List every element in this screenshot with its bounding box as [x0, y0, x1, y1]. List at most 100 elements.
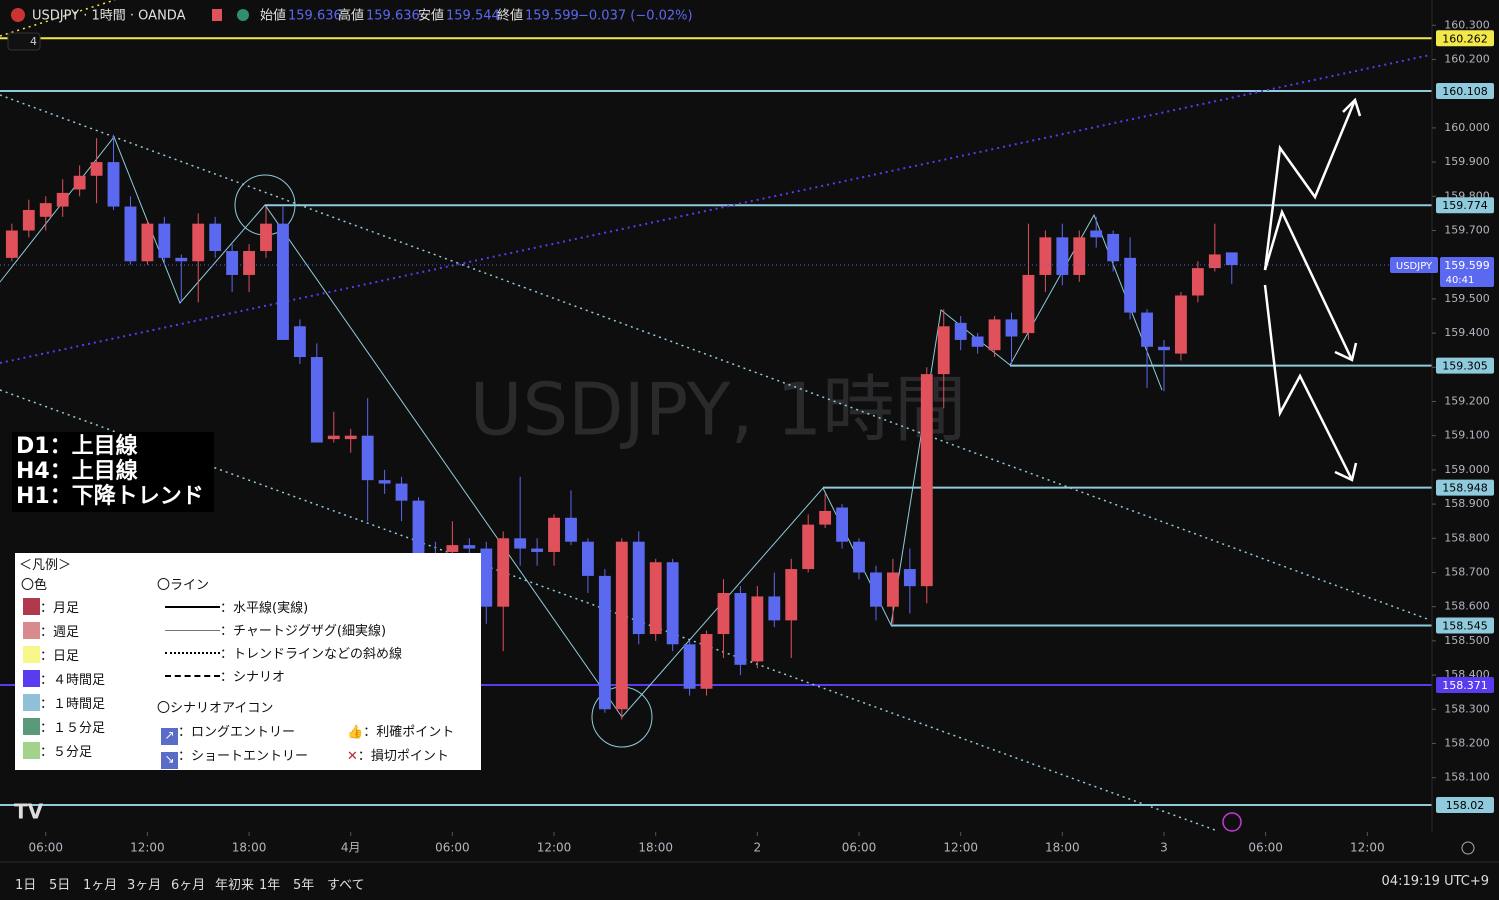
y-tick-label: 158.200	[1444, 736, 1490, 749]
indicator-toggle[interactable]	[7, 32, 41, 51]
change: −0.037 (−0.02%)	[578, 9, 693, 24]
range-button[interactable]: 1日	[15, 878, 37, 893]
candle-body	[683, 644, 696, 689]
candle-body	[870, 572, 882, 607]
candle-body	[937, 326, 950, 375]
y-tick-label: 159.100	[1444, 429, 1490, 442]
arrow-head	[1334, 342, 1358, 362]
candle-body	[378, 480, 391, 484]
candle-body	[395, 483, 408, 501]
candle-body	[310, 357, 323, 443]
legend-color-item: ：４時間足	[23, 669, 105, 688]
range-button[interactable]: 年初来	[215, 878, 255, 893]
range-button[interactable]: 1ヶ月	[83, 878, 118, 893]
legend-icon-item: ✕：損切ポイント	[347, 749, 449, 764]
clock: 04:19:19 UTC+9	[1381, 874, 1489, 889]
y-tick-label: 158.300	[1444, 702, 1490, 715]
header: USDJPY · 1時間 · OANDA 始値 159.636 高値 159.6…	[7, 8, 693, 51]
arrow-head	[1342, 97, 1362, 117]
price-tag	[1390, 257, 1438, 274]
level-tag	[1436, 479, 1494, 496]
open-label: 始値	[260, 8, 286, 24]
candle-body	[56, 192, 69, 207]
candle-body	[344, 435, 357, 440]
range-button[interactable]: すべて	[327, 878, 365, 893]
price-symbol: USDJPY	[1396, 261, 1433, 272]
annotation: H4：上目線	[16, 459, 138, 484]
candle-body	[107, 162, 120, 207]
candle-body	[531, 548, 544, 552]
candle-body	[768, 596, 781, 621]
level-tag	[1436, 30, 1494, 47]
legend-color-item: ：週足	[23, 621, 79, 640]
countdown: 40:41	[1446, 275, 1475, 286]
candle-body	[243, 251, 255, 275]
candle-body	[1124, 257, 1137, 313]
x-tick-label: 3	[1160, 841, 1168, 855]
candle-body	[565, 517, 577, 542]
candle-body	[192, 223, 205, 262]
candle-body	[175, 257, 188, 262]
level-tag	[1436, 82, 1494, 99]
candle-body	[446, 545, 459, 552]
level-tag	[1436, 357, 1494, 374]
legend-color-item: ：１５分足	[23, 717, 105, 736]
legend-icon-item: ↗ ：ロングエントリー	[161, 721, 295, 745]
range-button[interactable]: 1年	[259, 878, 281, 893]
y-tick-label: 160.000	[1444, 121, 1490, 134]
y-tick-label: 159.700	[1444, 223, 1490, 236]
legend-color-item: ：５分足	[23, 741, 92, 760]
level-label: 158.948	[1442, 482, 1488, 495]
low-value: 159.544	[446, 9, 500, 24]
high-label: 高値	[338, 8, 364, 24]
settings-icon[interactable]	[1461, 841, 1475, 855]
level-label: 158.02	[1446, 799, 1485, 812]
range-button[interactable]: 5日	[49, 878, 71, 893]
legend-color-item: ：日足	[23, 645, 79, 664]
arrow-head	[1334, 462, 1358, 482]
annotation: D1：上目線	[16, 434, 138, 459]
range-button[interactable]: 5年	[293, 878, 315, 893]
range-button[interactable]: 6ヶ月	[171, 878, 206, 893]
flag-icon	[11, 8, 25, 22]
alert-icon[interactable]	[1222, 812, 1242, 832]
legend-title: ＜凡例＞	[19, 558, 72, 573]
x-tick-label: 12:00	[537, 841, 572, 855]
y-tick-label: 160.200	[1444, 53, 1490, 66]
legend-line-item: ：チャートジグザグ(細実線)	[165, 620, 386, 639]
candle-body	[1141, 312, 1153, 347]
candle-body	[632, 541, 645, 635]
x-tick-label: 18:00	[638, 841, 673, 855]
candle-body	[598, 575, 611, 710]
range-button[interactable]: 3ヶ月	[127, 878, 162, 893]
level-label: 159.774	[1442, 199, 1488, 212]
level-label: 158.371	[1442, 679, 1488, 692]
candle-body	[751, 596, 764, 662]
legend-icon-item: ↘ ：ショートエントリー	[161, 745, 308, 769]
legend-line-item: ：水平線(実線)	[165, 597, 308, 616]
level-tag	[1436, 797, 1494, 814]
candle-body	[226, 251, 239, 275]
annotation: H1：下降トレンド	[16, 484, 204, 509]
candle-body	[361, 435, 374, 481]
legend-icon-item: 👍：利確ポイント	[347, 725, 455, 740]
candle-body	[412, 500, 425, 556]
level-label: 158.545	[1442, 619, 1488, 632]
candle-body	[463, 545, 476, 549]
candle-body	[277, 223, 289, 340]
candle-body	[649, 562, 662, 635]
price-label: 159.599	[1444, 259, 1490, 272]
candle-body	[1191, 268, 1204, 296]
level-tag	[1436, 676, 1494, 693]
candle-body	[141, 223, 154, 262]
candle-body	[1005, 319, 1018, 337]
open-value: 159.636	[288, 9, 342, 24]
indicator-count[interactable]: 4	[30, 35, 37, 48]
candle-body	[971, 336, 984, 347]
legend-panel: ＜凡例＞ 〇色 〇ライン 〇シナリオアイコン ：月足 ：週足 ：日足 ：４時間足 ：１時…	[15, 553, 481, 770]
status-dot	[237, 9, 249, 21]
y-tick-label: 158.100	[1444, 771, 1490, 784]
candle-body	[988, 319, 1001, 351]
level-tag	[1436, 617, 1494, 634]
